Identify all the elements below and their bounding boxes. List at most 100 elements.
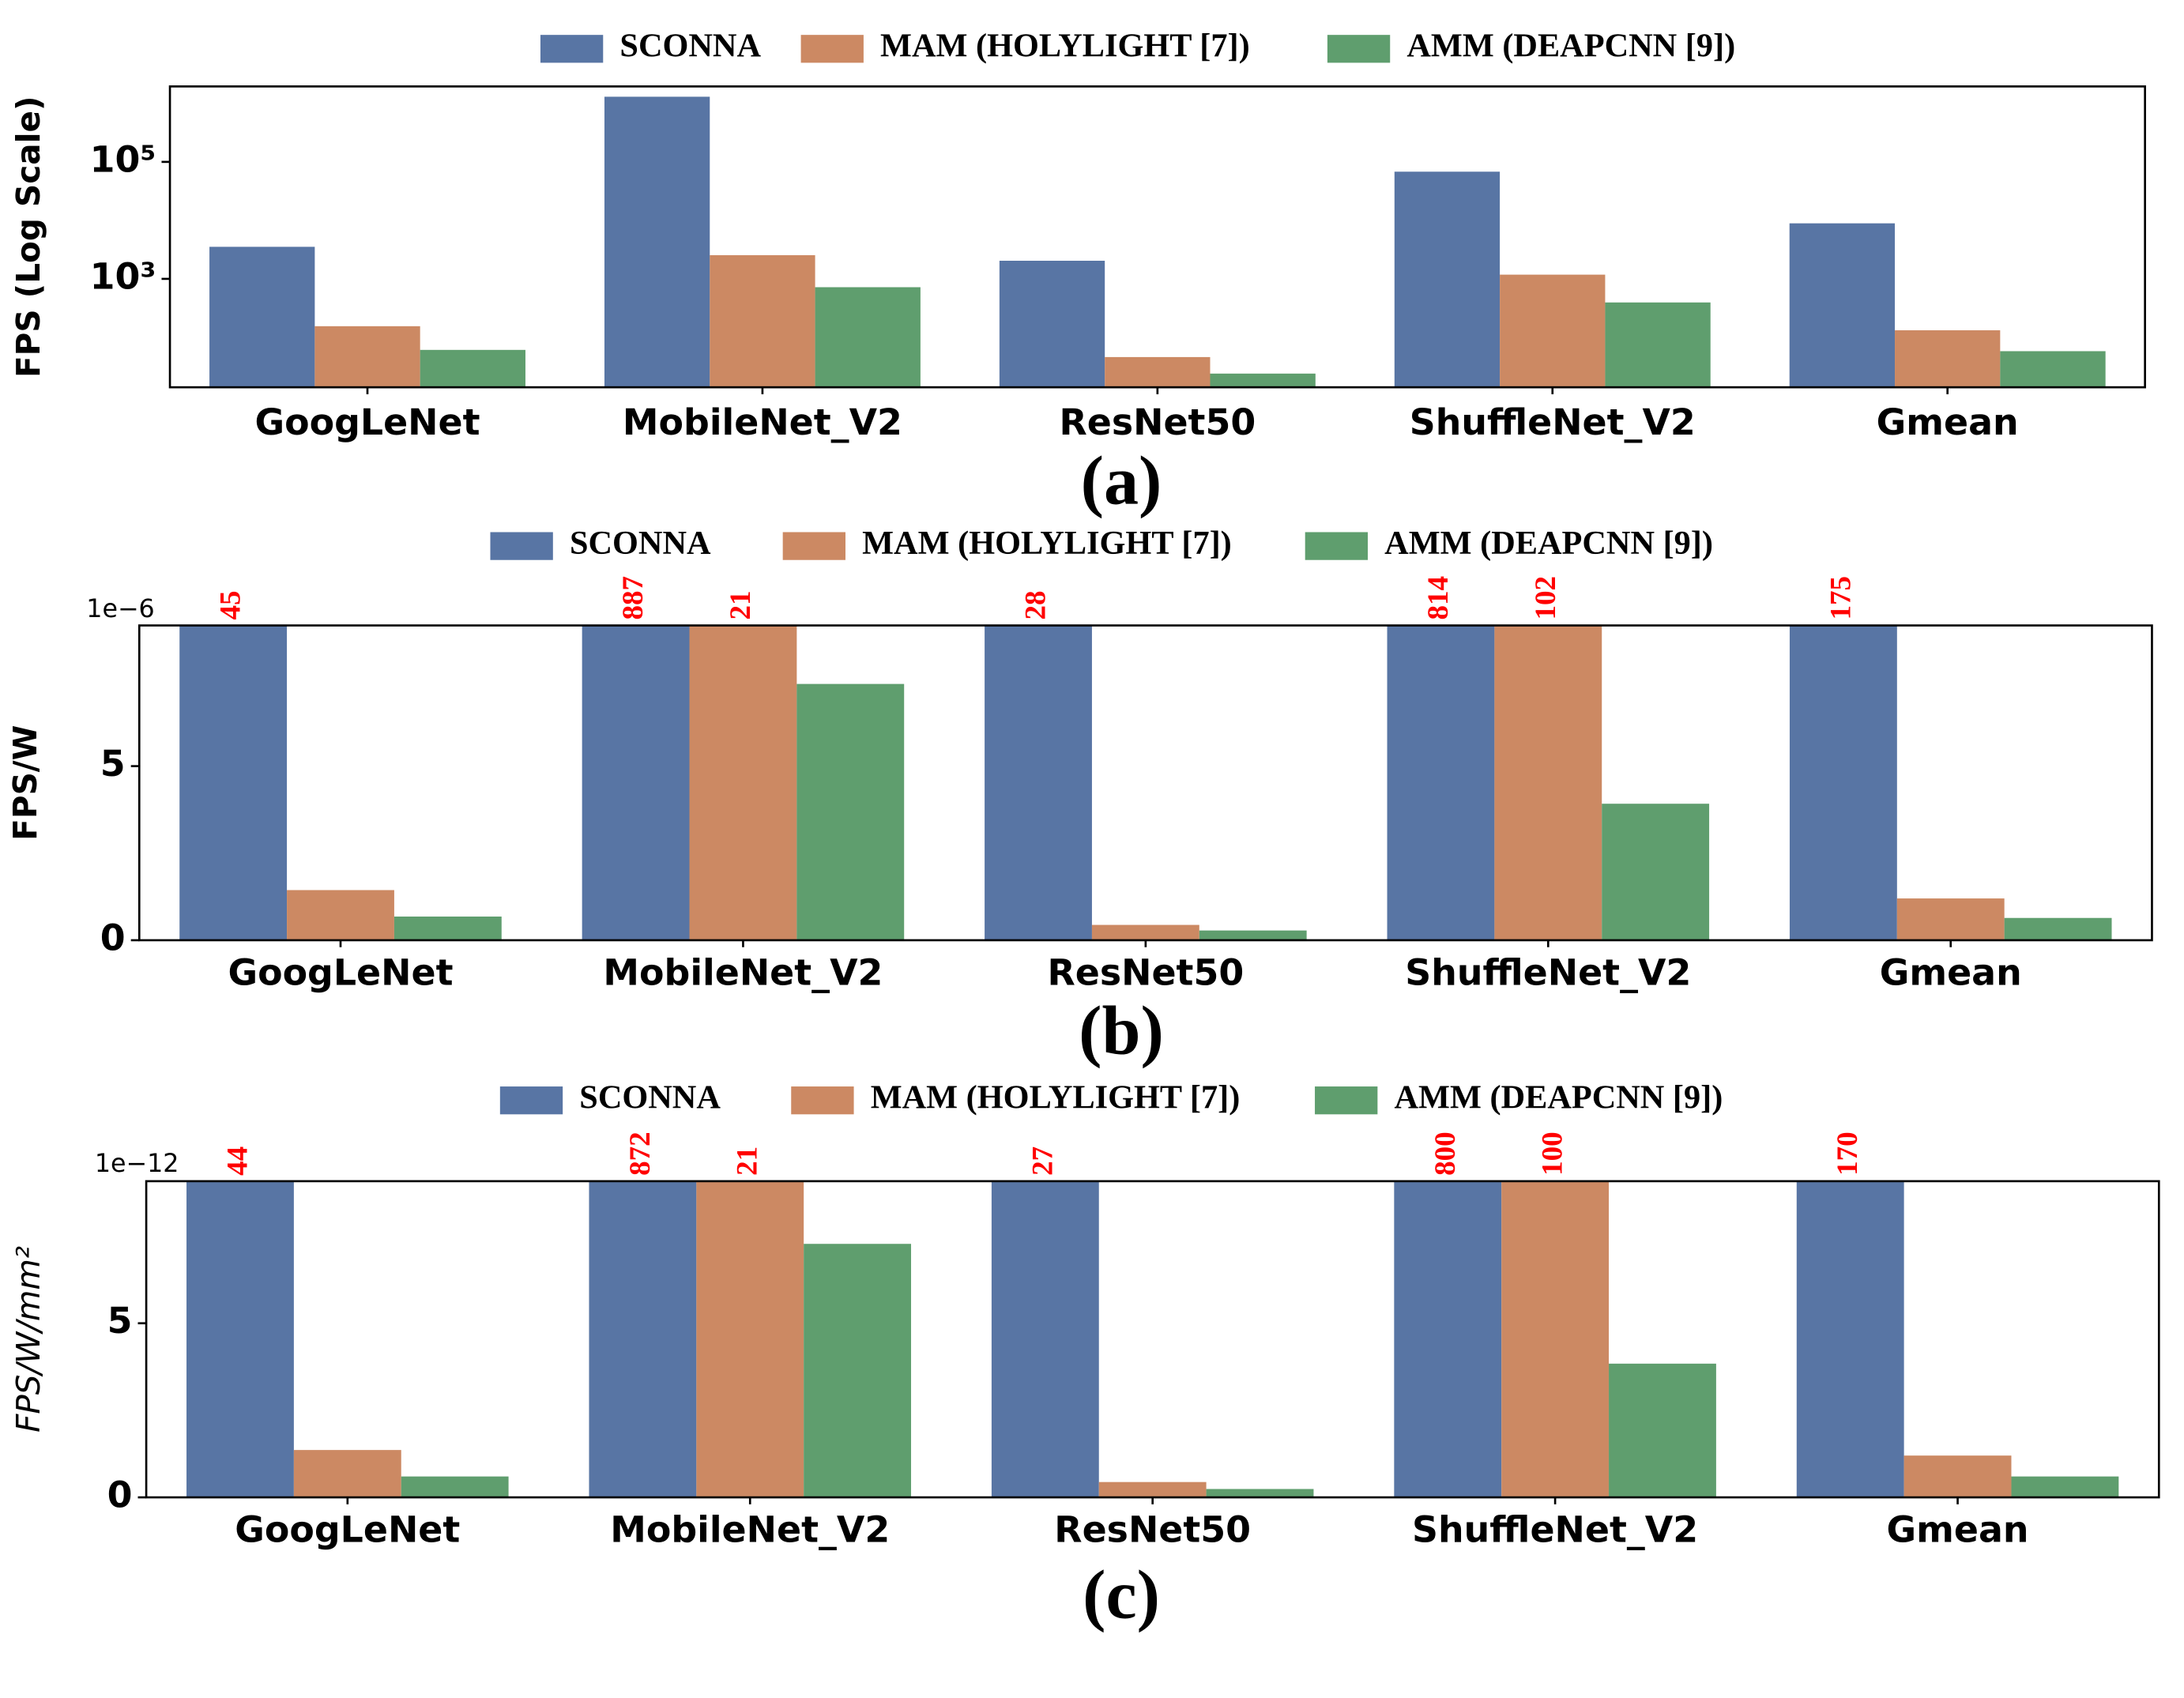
value-label: 21 [732, 1146, 764, 1176]
y-axis-label: FPS/W/mm² [9, 1246, 47, 1433]
x-tick-label: ShuffleNet_V2 [1410, 401, 1696, 443]
legend-swatch [1305, 532, 1369, 560]
bar [696, 1180, 804, 1498]
x-tick-label: GoogLeNet [254, 401, 480, 443]
bar [1394, 171, 1501, 388]
value-label: 28 [1020, 591, 1052, 620]
bar [1105, 356, 1211, 388]
bar [991, 1180, 1099, 1498]
legend-label: AMM (DEAPCNN [9]) [1406, 28, 1735, 65]
legend-label: SCONNA [579, 1079, 721, 1116]
value-label: 27 [1026, 1146, 1059, 1176]
legend-label: MAM (HOLYLIGHT [7]) [880, 28, 1250, 65]
bar [1206, 1489, 1314, 1498]
bar [1501, 1180, 1610, 1498]
x-tick-label: ShuffleNet_V2 [1405, 951, 1691, 994]
x-tick-label: GoogLeNet [235, 1508, 460, 1551]
bar [1602, 804, 1710, 940]
bar [1789, 625, 1897, 940]
bar [2004, 917, 2112, 940]
bar [1896, 898, 2005, 940]
x-tick-label: MobileNet_V2 [610, 1508, 890, 1551]
bar [2000, 351, 2106, 388]
value-label: 872 [624, 1131, 657, 1176]
x-tick-label: ResNet50 [1047, 951, 1244, 994]
bar [604, 96, 710, 388]
bar [815, 287, 921, 388]
caption: (c) [1083, 1556, 1160, 1633]
y-tick-label: 5 [107, 1299, 133, 1342]
y-tick-label: 0 [100, 916, 126, 958]
bar [1605, 302, 1711, 388]
value-label: 800 [1429, 1131, 1462, 1176]
legend-swatch [782, 532, 845, 560]
bar [1796, 1180, 1904, 1498]
legend-swatch [499, 1086, 563, 1115]
bar [1903, 1455, 2012, 1498]
bar [689, 625, 797, 940]
value-label: 170 [1832, 1131, 1864, 1176]
bar [1091, 924, 1199, 940]
bar [589, 1180, 697, 1498]
y-tick-label: 5 [100, 742, 126, 785]
bars [209, 96, 2106, 388]
x-tick-label: ResNet50 [1054, 1508, 1251, 1551]
value-label: 100 [1537, 1131, 1569, 1176]
y-axis-label: FPS/W [6, 725, 44, 841]
y-axis-label: FPS (Log Scale) [9, 96, 47, 378]
bar [804, 1244, 912, 1498]
legend-swatch [791, 1086, 854, 1115]
x-tick-label: Gmean [1887, 1508, 2029, 1551]
offset-text: 1e−12 [95, 1150, 179, 1178]
bar [1789, 223, 1896, 388]
x-tick-label: MobileNet_V2 [623, 401, 902, 443]
legend-swatch [1315, 1086, 1378, 1115]
bar [293, 1450, 401, 1498]
bar [1098, 1482, 1207, 1498]
x-tick-label: Gmean [1880, 951, 2022, 994]
bars [186, 1180, 2119, 1498]
legend-label: SCONNA [570, 525, 711, 562]
value-label: 44 [221, 1146, 254, 1176]
y-tick-label: 10³ [90, 254, 156, 297]
x-tick-label: Gmean [1877, 401, 2019, 443]
bar [1387, 625, 1495, 940]
value-label: 45 [215, 591, 247, 620]
bar [420, 349, 525, 388]
bar [1895, 330, 2001, 388]
bar [985, 625, 1092, 940]
offset-text: 1e−6 [86, 595, 154, 623]
value-label: 814 [1422, 576, 1455, 620]
legend-label: MAM (HOLYLIGHT [7]) [871, 1079, 1241, 1116]
bar [1500, 274, 1606, 388]
x-tick-label: ShuffleNet_V2 [1412, 1508, 1698, 1551]
bar [393, 916, 502, 940]
bar [287, 890, 394, 940]
legend-label: AMM (DEAPCNN [9]) [1384, 525, 1713, 562]
legend-swatch [1327, 35, 1391, 63]
x-tick-label: GoogLeNet [228, 951, 453, 994]
bar [186, 1180, 294, 1498]
y-tick-label: 0 [107, 1474, 133, 1516]
bar [796, 683, 905, 940]
caption: (a) [1081, 442, 1162, 519]
bar [209, 247, 315, 388]
bar [2011, 1476, 2119, 1498]
y-tick-label: 10⁵ [90, 137, 156, 180]
bar [999, 261, 1105, 388]
bar [1394, 1180, 1502, 1498]
x-tick-label: MobileNet_V2 [603, 951, 883, 994]
legend-swatch [800, 35, 864, 63]
bar [1199, 930, 1307, 940]
bar [1210, 373, 1316, 388]
bar [401, 1476, 509, 1498]
bar [582, 625, 690, 940]
legend-swatch [540, 35, 604, 63]
legend-label: AMM (DEAPCNN [9]) [1395, 1079, 1723, 1116]
legend-label: MAM (HOLYLIGHT [7]) [862, 525, 1232, 562]
bars [179, 625, 2112, 940]
x-tick-label: ResNet50 [1059, 401, 1256, 443]
bar [710, 254, 815, 388]
value-label: 21 [725, 591, 757, 620]
